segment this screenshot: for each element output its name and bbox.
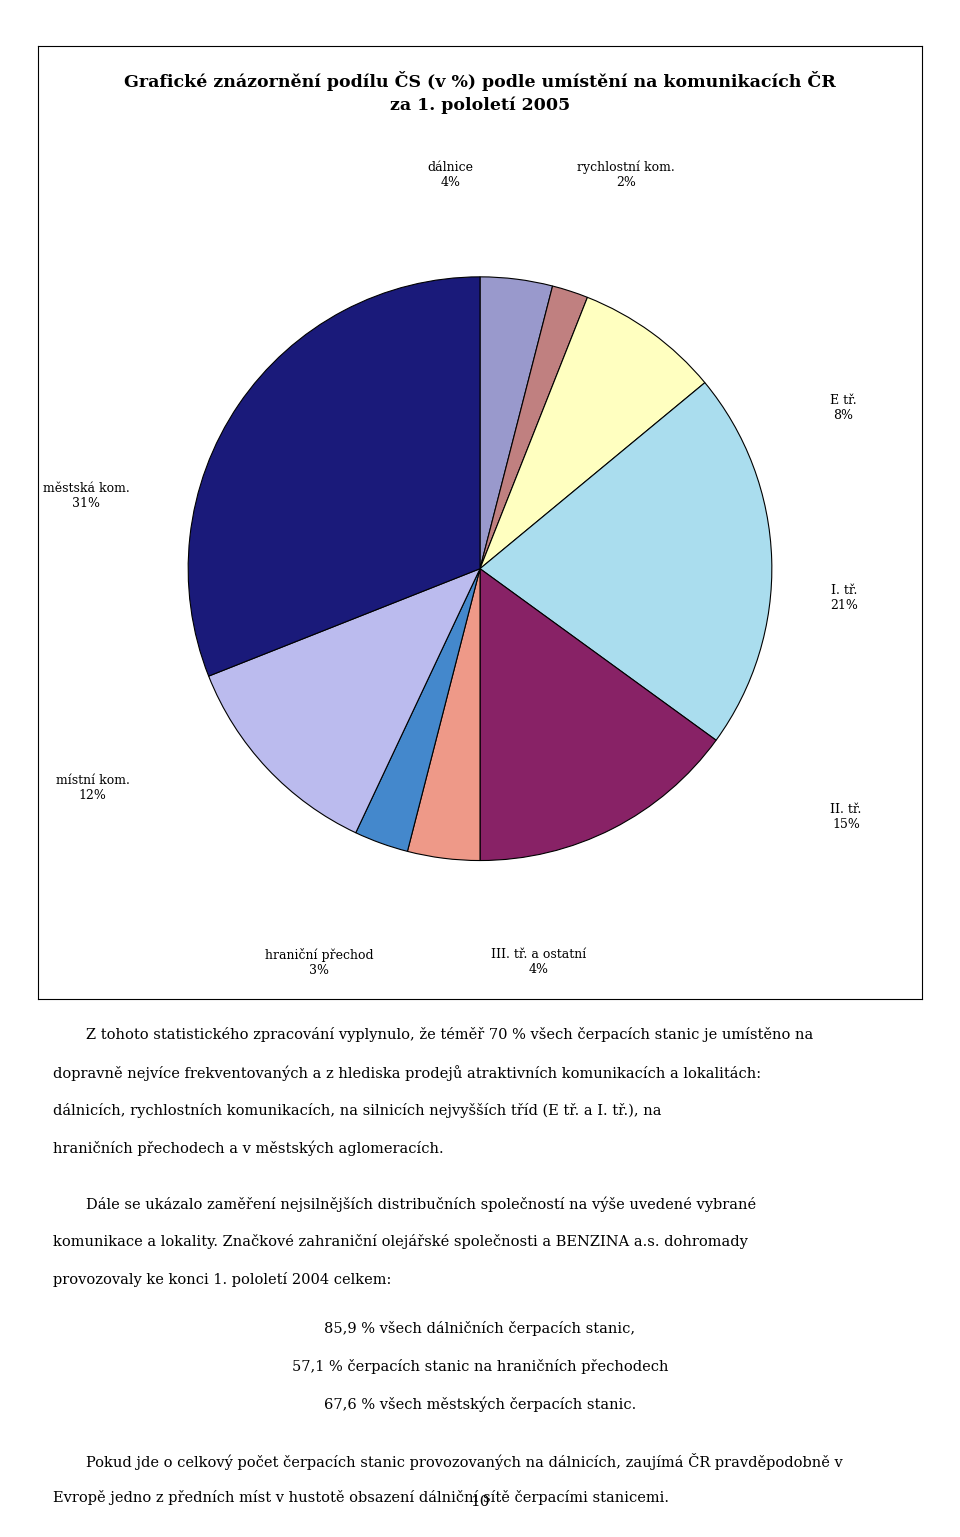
- Text: Pokud jde o celkový počet čerpacích stanic provozovaných na dálnicích, zaujímá Č: Pokud jde o celkový počet čerpacích stan…: [86, 1452, 843, 1469]
- Text: dopravně nejvíce frekventovaných a z hlediska prodejů atraktivních komunikacích : dopravně nejvíce frekventovaných a z hle…: [53, 1065, 761, 1081]
- Text: místní kom.
12%: místní kom. 12%: [56, 773, 130, 802]
- Text: komunikace a lokality. Značkové zahraniční olejářské společnosti a BENZINA a.s. : komunikace a lokality. Značkové zahranič…: [53, 1234, 748, 1250]
- Text: III. tř. a ostatní
4%: III. tř. a ostatní 4%: [491, 948, 586, 976]
- Text: Grafické znázornění podílu ČS (v %) podle umístění na komunikacích ČR
za 1. polo: Grafické znázornění podílu ČS (v %) podl…: [124, 71, 836, 114]
- Text: 10: 10: [470, 1496, 490, 1509]
- Wedge shape: [480, 286, 588, 569]
- Text: provozovaly ke konci 1. pololetí 2004 celkem:: provozovaly ke konci 1. pololetí 2004 ce…: [53, 1273, 391, 1286]
- Text: Evropě jedno z předních míst v hustotě obsazení dálniční sítě čerpacími stanicem: Evropě jedno z předních míst v hustotě o…: [53, 1491, 669, 1505]
- Wedge shape: [480, 569, 716, 861]
- Wedge shape: [480, 277, 553, 569]
- Text: městská kom.
31%: městská kom. 31%: [43, 481, 130, 510]
- Text: Dále se ukázalo zaměření nejsilnějších distribučních společností na výše uvedené: Dále se ukázalo zaměření nejsilnějších d…: [86, 1197, 756, 1213]
- Text: hraničních přechodech a v městských aglomeracích.: hraničních přechodech a v městských aglo…: [53, 1140, 444, 1156]
- Wedge shape: [208, 569, 480, 833]
- Wedge shape: [480, 297, 705, 569]
- Text: II. tř.
15%: II. tř. 15%: [830, 802, 861, 832]
- Wedge shape: [407, 569, 480, 861]
- Text: I. tř.
21%: I. tř. 21%: [830, 584, 858, 612]
- Wedge shape: [188, 277, 480, 676]
- Text: hraniční přechod
3%: hraniční přechod 3%: [265, 948, 373, 978]
- Text: 85,9 % všech dálničních čerpacích stanic,: 85,9 % všech dálničních čerpacích stanic…: [324, 1320, 636, 1336]
- Text: dálnice
4%: dálnice 4%: [428, 161, 474, 189]
- Text: 67,6 % všech městských čerpacích stanic.: 67,6 % všech městských čerpacích stanic.: [324, 1396, 636, 1411]
- Wedge shape: [356, 569, 480, 851]
- Text: dálnicích, rychlostních komunikacích, na silnicích nejvyšších tříd (E tř. a I. t: dálnicích, rychlostních komunikacích, na…: [53, 1102, 661, 1117]
- Text: E tř.
8%: E tř. 8%: [830, 393, 857, 423]
- Text: rychlostní kom.
2%: rychlostní kom. 2%: [577, 161, 675, 189]
- Text: 57,1 % čerpacích stanic na hraničních přechodech: 57,1 % čerpacích stanic na hraničních př…: [292, 1359, 668, 1374]
- Text: Z tohoto statistického zpracování vyplynulo, že téměř 70 % všech čerpacích stani: Z tohoto statistického zpracování vyplyn…: [86, 1027, 814, 1042]
- Wedge shape: [480, 383, 772, 741]
